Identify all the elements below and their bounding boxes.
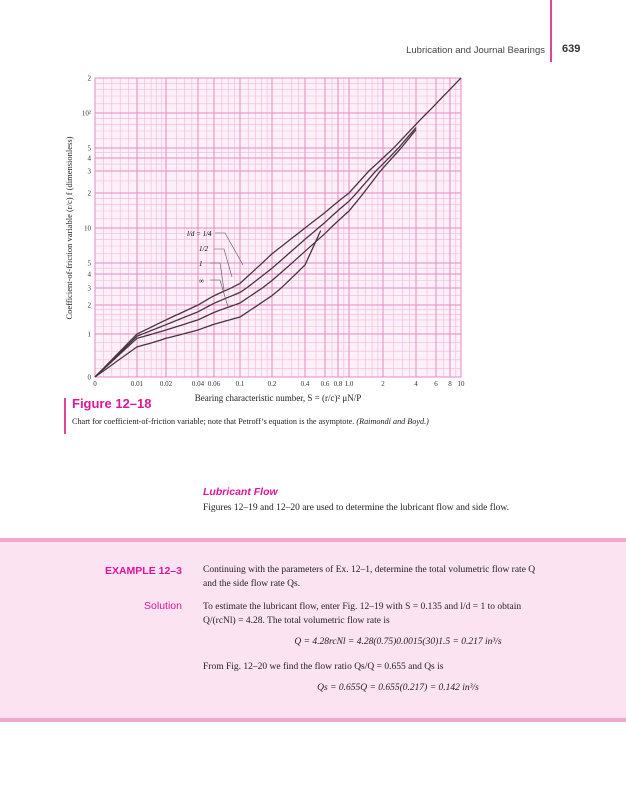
example-statement-2: and the side flow rate Qs.: [203, 579, 301, 589]
curve-2: [94, 127, 417, 378]
example-statement-1: Continuing with the parameters of Ex. 12…: [203, 565, 536, 575]
x-tick-label: 0.8: [334, 380, 343, 388]
y-tick-label: 10: [84, 225, 92, 233]
y-tick-label: 1: [88, 331, 92, 339]
y-axis-label: Coefficient-of-friction variable (r/c) f…: [64, 136, 74, 319]
page-number: 639: [562, 43, 581, 55]
leader-line: [214, 248, 233, 278]
curve-1: [94, 77, 462, 378]
x-tick-label: 0.2: [268, 380, 277, 388]
leader-line: [210, 279, 229, 308]
x-tick-label: 8: [448, 380, 452, 388]
x-tick-label: 0.6: [321, 380, 330, 388]
caption-source: (Raimondi and Boyd.): [356, 417, 429, 426]
x-tick-label: 6: [434, 380, 438, 388]
y-tick-label: 5: [88, 145, 92, 153]
y-tick-label: 0: [88, 374, 92, 382]
curve-label: 1/2: [199, 245, 208, 253]
friction-chart: 0 0.01 0.02 0.04 0.06 0.1 0.2 0.4 0.6 0.8 1.0 2 4 6 8 1…: [64, 75, 465, 404]
equation-2: Qs = 0.655Q = 0.655(0.217) = 0.142 in³/s: [317, 683, 479, 693]
x-tick-label: 0: [93, 380, 97, 388]
example-label: EXAMPLE 12–3: [104, 565, 182, 577]
figure-bar: [64, 398, 66, 434]
solution-text-2: Q/(rcNl) = 4.28. The total volumetric fl…: [203, 616, 390, 626]
leader-line: [215, 232, 244, 266]
x-tick-label: 0.1: [236, 380, 245, 388]
y-tick-label: 4: [88, 271, 92, 279]
curve-labels: l/d = 1/4 1/2 1 ∞: [187, 230, 244, 308]
y-tick-label: 2: [88, 190, 92, 198]
figure-label: Figure 12–18: [72, 396, 152, 411]
solution-text-1: To estimate the lubricant flow, enter Fi…: [203, 602, 522, 612]
y-tick-label: 4: [88, 155, 92, 163]
curve-4: [94, 230, 322, 378]
y-tick-label: 3: [88, 285, 92, 293]
solution-label: Solution: [144, 600, 182, 612]
chart-curves: [94, 77, 462, 378]
curve-label: ∞: [199, 277, 204, 285]
solution-text-3: From Fig. 12–20 we find the flow ratio Q…: [203, 662, 444, 672]
y-tick-label: 10²: [82, 110, 91, 118]
example-box: [0, 538, 626, 722]
leader-line: [210, 262, 225, 291]
curve-label: l/d = 1/4: [187, 230, 212, 238]
x-tick-label: 0.4: [301, 380, 310, 388]
x-tick-label: 4: [414, 380, 418, 388]
x-tick-label: 0.06: [208, 380, 221, 388]
x-tick-label: 0.02: [160, 380, 173, 388]
section-text: Figures 12–19 and 12–20 are used to dete…: [203, 503, 509, 513]
caption-text: Chart for coefficient-of-friction variab…: [72, 417, 355, 426]
curve-label: 1: [199, 260, 203, 268]
x-tick-label: 2: [381, 380, 385, 388]
x-tick-label: 0.04: [192, 380, 205, 388]
x-tick-labels: 0 0.01 0.02 0.04 0.06 0.1 0.2 0.4 0.6 0.8 1.0 2 4 6 8 1…: [93, 380, 465, 388]
x-axis-label: Bearing characteristic number, S = (r/c)…: [195, 393, 361, 403]
x-tick-label: 10: [458, 380, 466, 388]
header-rule: [550, 0, 552, 62]
y-tick-label: 3: [88, 168, 92, 176]
y-tick-labels: 0 1 2 3 4 5 10 2 3 4 5 10² 2: [82, 75, 92, 382]
chart-grid: [94, 77, 462, 378]
x-tick-label: 0.01: [131, 380, 144, 388]
equation-1: Q = 4.28rcNl = 4.28(0.75)0.0015(30)1.5 =…: [294, 637, 502, 647]
x-tick-label: 1.0: [345, 380, 354, 388]
y-tick-label: 5: [88, 260, 92, 268]
running-head: Lubrication and Journal Bearings: [406, 45, 545, 56]
curve-3: [94, 129, 417, 378]
y-tick-label: 2: [88, 75, 92, 83]
section-title: Lubricant Flow: [203, 486, 278, 498]
figure-caption: Chart for coefficient-of-friction variab…: [72, 417, 429, 426]
y-tick-label: 2: [88, 302, 92, 310]
